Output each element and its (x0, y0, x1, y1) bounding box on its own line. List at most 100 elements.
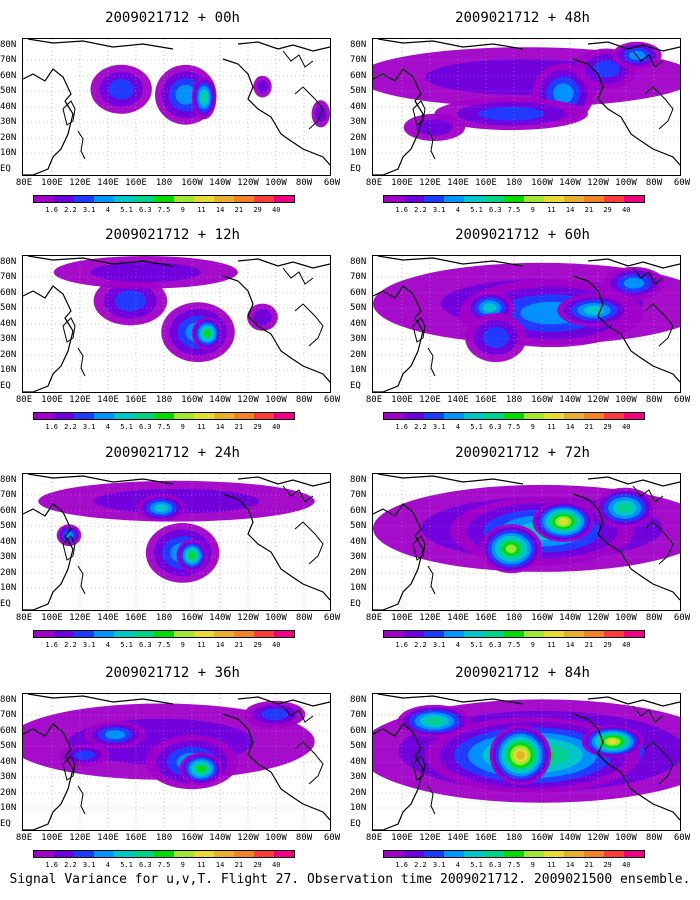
colorbar-swatch (34, 413, 54, 419)
colorbar (33, 850, 295, 858)
map-panel: 2009021712 + 84h 80N 70N 60N 50N 40N 30N 20N 10N… (350, 655, 695, 869)
colorbar-label: 14 (565, 641, 575, 649)
lat-tick-label: 60N (0, 506, 17, 516)
colorbar-label: 2.2 (414, 641, 427, 649)
lon-tick-label: 160E (475, 613, 497, 623)
colorbar-swatch (274, 631, 294, 637)
colorbar-swatch (484, 413, 504, 419)
colorbar-swatch (34, 851, 54, 857)
lon-tick-label: 140W (209, 613, 231, 623)
colorbar-swatch (254, 631, 274, 637)
lon-tick-label: 80W (295, 833, 313, 843)
colorbar-label: 9 (530, 861, 535, 869)
colorbar-swatch (484, 851, 504, 857)
lat-tick-label: 10N (350, 148, 367, 158)
lat-tick-label: 70N (350, 55, 367, 65)
panel-title: 2009021712 + 48h (455, 10, 590, 26)
colorbar (33, 195, 295, 203)
lon-tick-label: 100E (391, 613, 413, 623)
lat-tick-label: 80N (0, 695, 17, 705)
lon-tick-label: 100E (41, 613, 63, 623)
map-area (372, 693, 681, 831)
lat-tick-label: 60N (0, 288, 17, 298)
colorbar-label: 40 (622, 641, 631, 649)
lon-tick-label: 140W (559, 833, 581, 843)
map-area (22, 255, 331, 393)
lon-tick-label: 140E (97, 395, 119, 405)
lon-tick-label: 160E (475, 833, 497, 843)
lon-tick-label: 120W (587, 613, 609, 623)
variance-field (373, 474, 680, 610)
colorbar-swatch (154, 196, 174, 202)
lat-tick-label: 20N (0, 788, 17, 798)
lat-tick-label: 10N (0, 803, 17, 813)
colorbar-swatch (194, 631, 214, 637)
lon-tick-label: 160W (531, 178, 553, 188)
colorbar-label: 3.1 (82, 206, 96, 214)
lon-tick-label: 100W (615, 833, 637, 843)
colorbar-swatch (624, 631, 644, 637)
lon-tick-label: 120W (237, 613, 259, 623)
map-area (22, 473, 331, 611)
colorbar-label: 40 (622, 206, 631, 214)
colorbar-label: 14 (565, 206, 575, 214)
colorbar-label: 14 (215, 206, 225, 214)
colorbar-label: 11 (547, 423, 556, 431)
colorbar-label: 29 (603, 641, 612, 649)
panel-title: 2009021712 + 12h (105, 227, 240, 243)
colorbar-label: 4 (105, 861, 110, 869)
colorbar-label: 9 (180, 423, 185, 431)
colorbar-swatch (584, 851, 604, 857)
colorbar-swatch (94, 196, 114, 202)
colorbar-label: 4 (105, 206, 110, 214)
colorbar-swatch (624, 196, 644, 202)
lon-tick-label: 100W (265, 178, 287, 188)
variance-field (23, 39, 330, 175)
colorbar-label: 1.6 (45, 423, 59, 431)
lat-tick-label: 70N (0, 490, 17, 500)
colorbar-swatch (54, 196, 74, 202)
lat-tick-label: 10N (0, 148, 17, 158)
map-area (22, 693, 331, 831)
panel-title: 2009021712 + 84h (455, 665, 590, 681)
lat-tick-label: EQ (350, 381, 361, 391)
lon-tick-label: 140E (447, 613, 469, 623)
colorbar (383, 412, 645, 420)
colorbar-label: 6.3 (488, 423, 502, 431)
colorbar-swatch (604, 413, 624, 419)
colorbar-swatch (404, 631, 424, 637)
colorbar-label: 4 (105, 641, 110, 649)
colorbar-label: 3.1 (82, 423, 96, 431)
colorbar-swatch (504, 851, 524, 857)
lat-tick-label: 30N (0, 117, 17, 127)
colorbar-label: 3.1 (432, 206, 446, 214)
lon-tick-label: 60W (673, 178, 691, 188)
lon-tick-label: 140E (447, 178, 469, 188)
colorbar-swatch (544, 413, 564, 419)
colorbar-swatch (584, 413, 604, 419)
panel-title: 2009021712 + 36h (105, 665, 240, 681)
lon-tick-label: 160W (181, 833, 203, 843)
colorbar-swatch (234, 851, 254, 857)
colorbar-swatch (604, 851, 624, 857)
map-panel: 2009021712 + 00h 80N 70N 60N 50N 40N 30N 20N 10N… (0, 0, 345, 214)
colorbar-swatch (444, 196, 464, 202)
colorbar-swatch (214, 851, 234, 857)
colorbar-swatch (424, 196, 444, 202)
lon-tick-label: 60W (323, 613, 341, 623)
lon-tick-label: 100W (265, 613, 287, 623)
figure-caption: Signal Variance for u,v,T. Flight 27. Ob… (9, 872, 691, 887)
variance-field (373, 256, 680, 392)
colorbar-label: 9 (180, 641, 185, 649)
colorbar-swatch (544, 631, 564, 637)
colorbar-label: 21 (234, 206, 244, 214)
colorbar-label: 21 (234, 423, 244, 431)
lat-tick-label: EQ (0, 819, 11, 829)
colorbar-swatch (404, 851, 424, 857)
colorbar-swatch (524, 851, 544, 857)
lat-tick-label: 10N (0, 365, 17, 375)
colorbar-swatch (254, 413, 274, 419)
colorbar-swatch (424, 631, 444, 637)
lat-tick-label: 70N (0, 55, 17, 65)
colorbar-swatch (54, 631, 74, 637)
